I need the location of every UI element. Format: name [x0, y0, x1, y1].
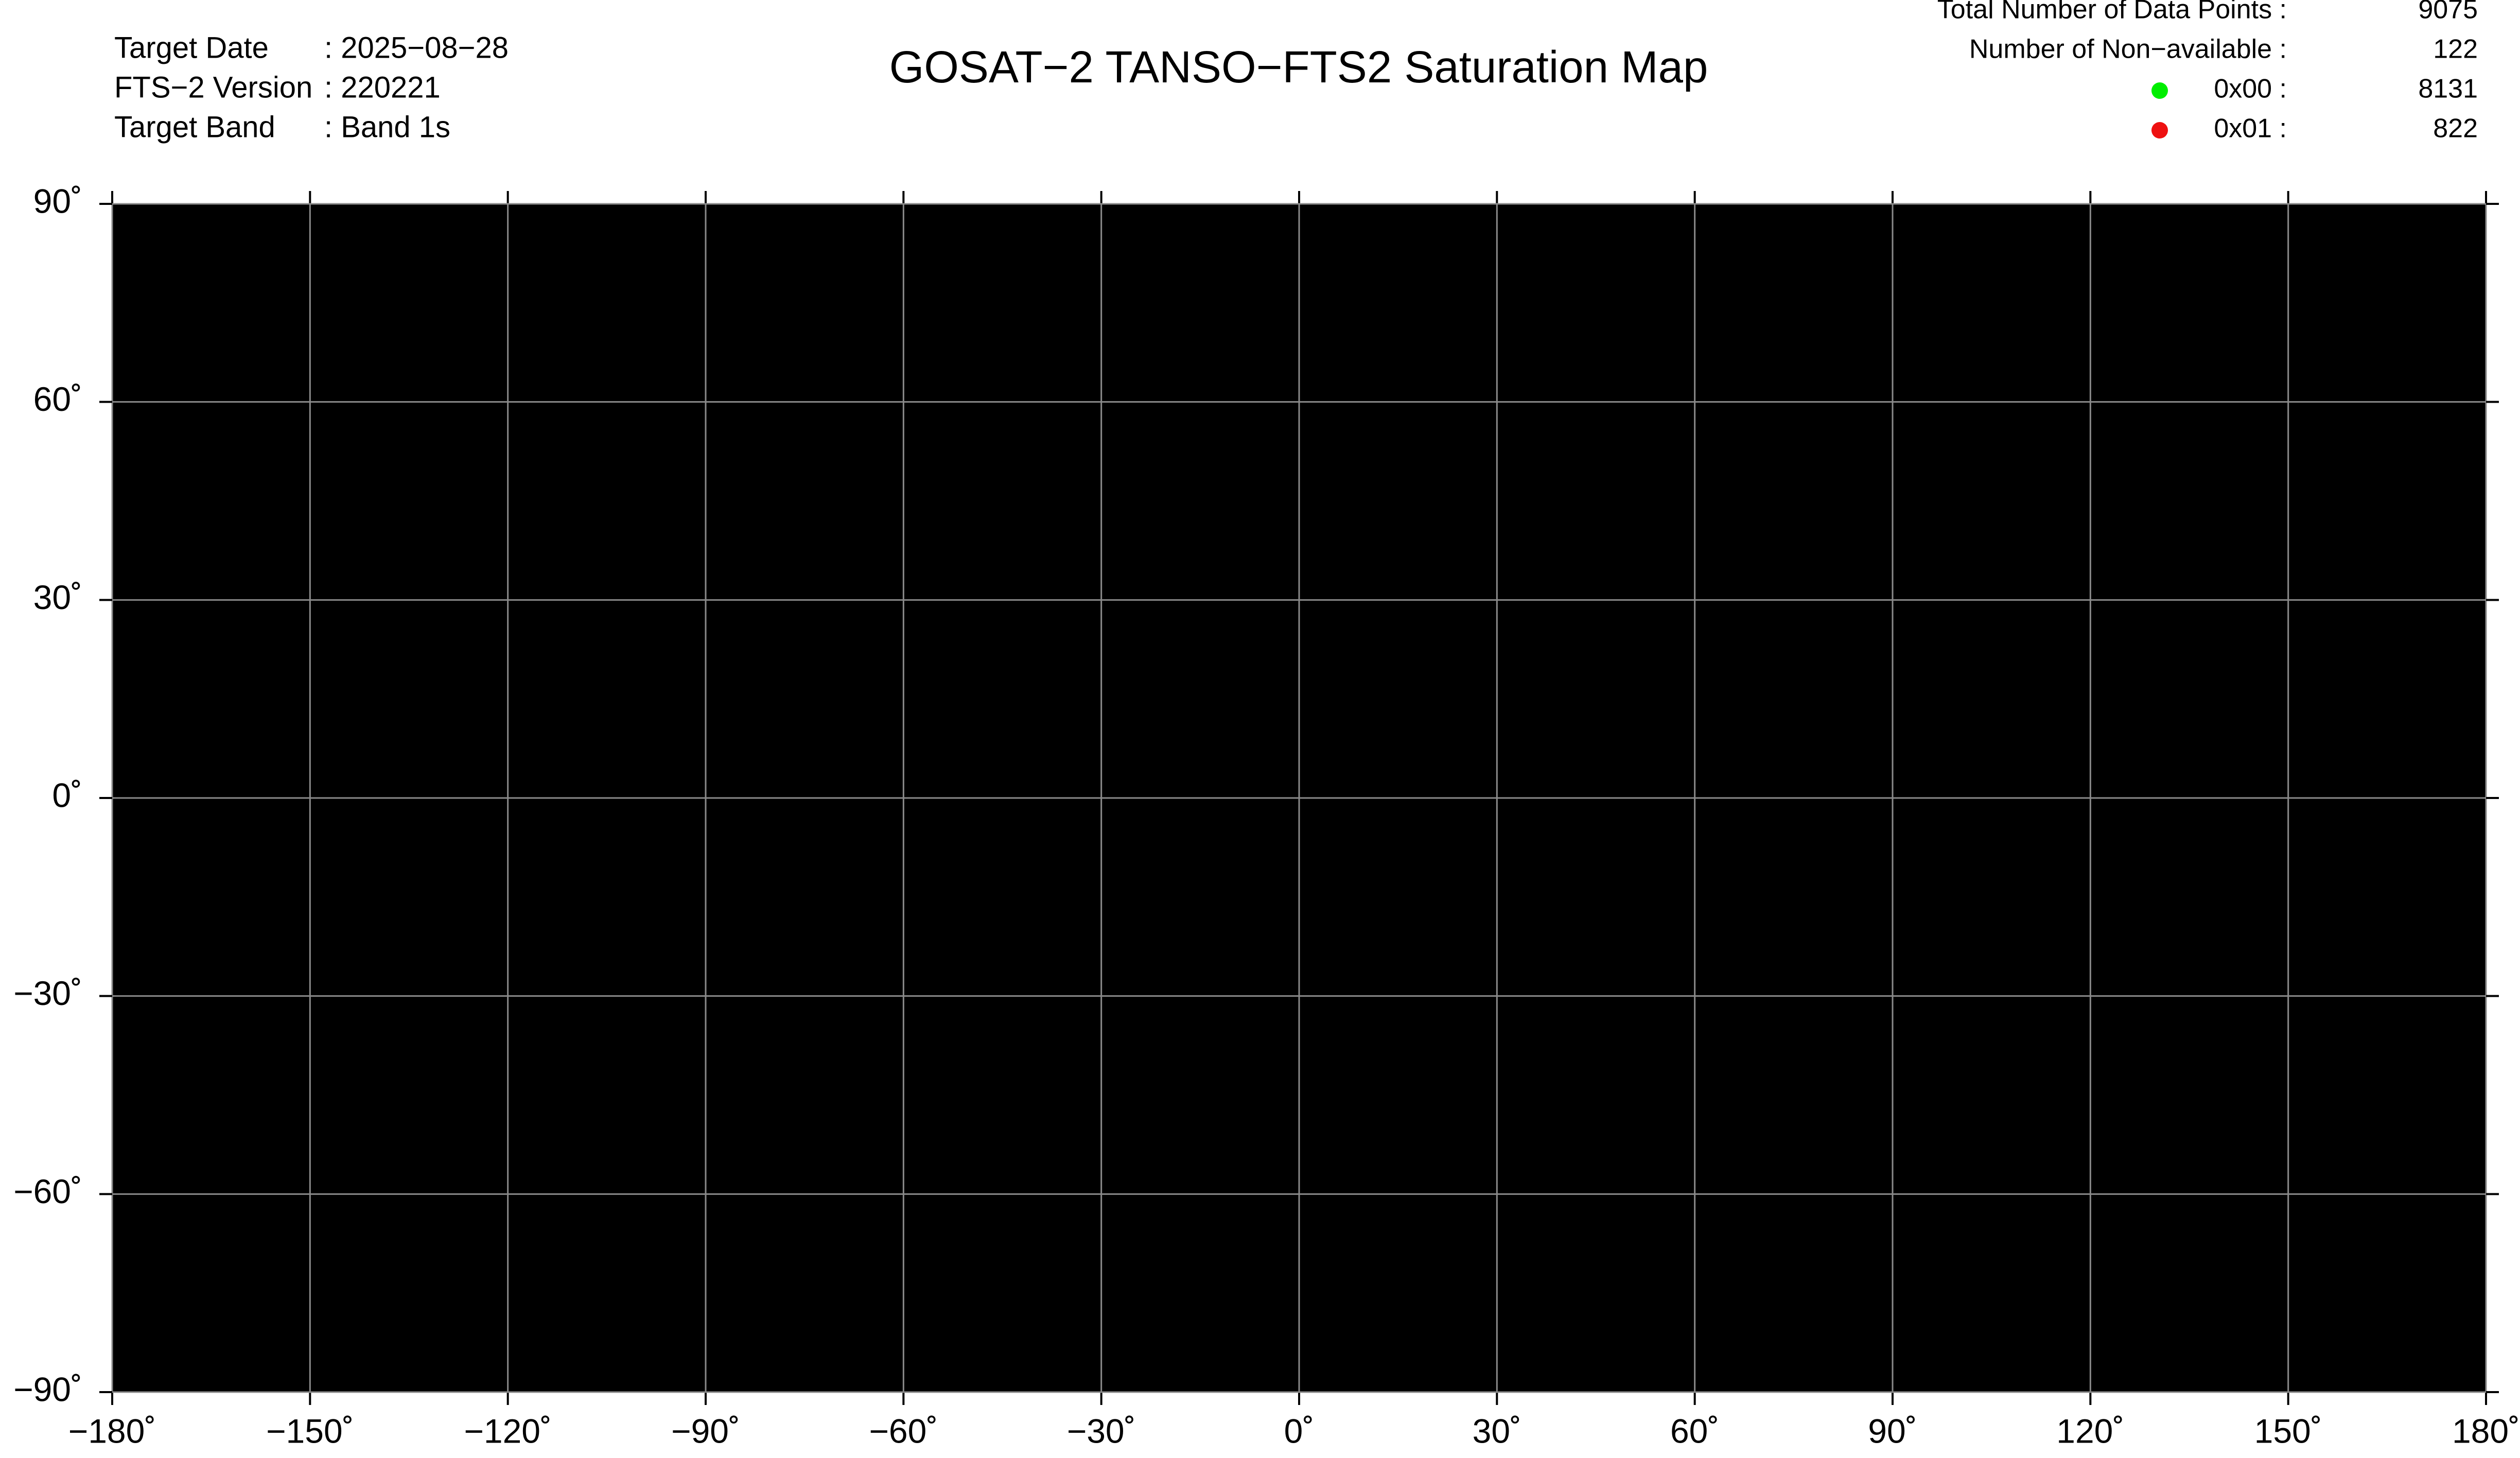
legend-label: 0x01 :	[2214, 114, 2287, 144]
x-tick-label: 90˚	[1868, 1412, 1917, 1450]
legend-value: 822	[2433, 114, 2478, 144]
legend-marker	[2151, 122, 2168, 138]
x-tick-label: 180˚	[2452, 1412, 2520, 1450]
info-label: Target Date	[114, 31, 269, 64]
x-tick-label: −60˚	[869, 1412, 938, 1450]
info-value: : 220221	[324, 71, 441, 104]
y-tick-label: −30˚	[13, 974, 82, 1012]
info-label: Target Band	[114, 110, 275, 144]
x-tick-label: −120˚	[464, 1412, 552, 1450]
y-tick-label: 30˚	[33, 578, 82, 616]
stat-label: Total Number of Data Points :	[1937, 0, 2287, 25]
stat-value: 122	[2433, 34, 2478, 64]
stat-value: 9075	[2418, 0, 2478, 25]
stat-label: Number of Non−available :	[1969, 34, 2287, 64]
x-tick-label: 120˚	[2056, 1412, 2124, 1450]
info-value: : 2025−08−28	[324, 31, 509, 64]
x-tick-label: 30˚	[1473, 1412, 1521, 1450]
title: GOSAT−2 TANSO−FTS2 Saturation Map	[889, 42, 1708, 92]
x-tick-label: −180˚	[68, 1412, 156, 1450]
info-label: FTS−2 Version	[114, 71, 312, 104]
y-tick-label: 60˚	[33, 380, 82, 418]
legend-label: 0x00 :	[2214, 74, 2287, 104]
legend-marker	[2151, 82, 2168, 99]
y-tick-label: 90˚	[33, 182, 82, 220]
x-tick-label: −90˚	[671, 1412, 740, 1450]
x-tick-label: −150˚	[266, 1412, 354, 1450]
x-tick-label: 150˚	[2254, 1412, 2322, 1450]
y-tick-label: −90˚	[13, 1370, 82, 1408]
x-tick-label: −30˚	[1067, 1412, 1136, 1450]
x-tick-label: 60˚	[1670, 1412, 1719, 1450]
x-tick-label: 0˚	[1284, 1412, 1315, 1450]
info-value: : Band 1s	[324, 110, 450, 144]
y-tick-label: 0˚	[52, 776, 82, 814]
y-tick-label: −60˚	[13, 1172, 82, 1210]
legend-value: 8131	[2418, 74, 2478, 104]
